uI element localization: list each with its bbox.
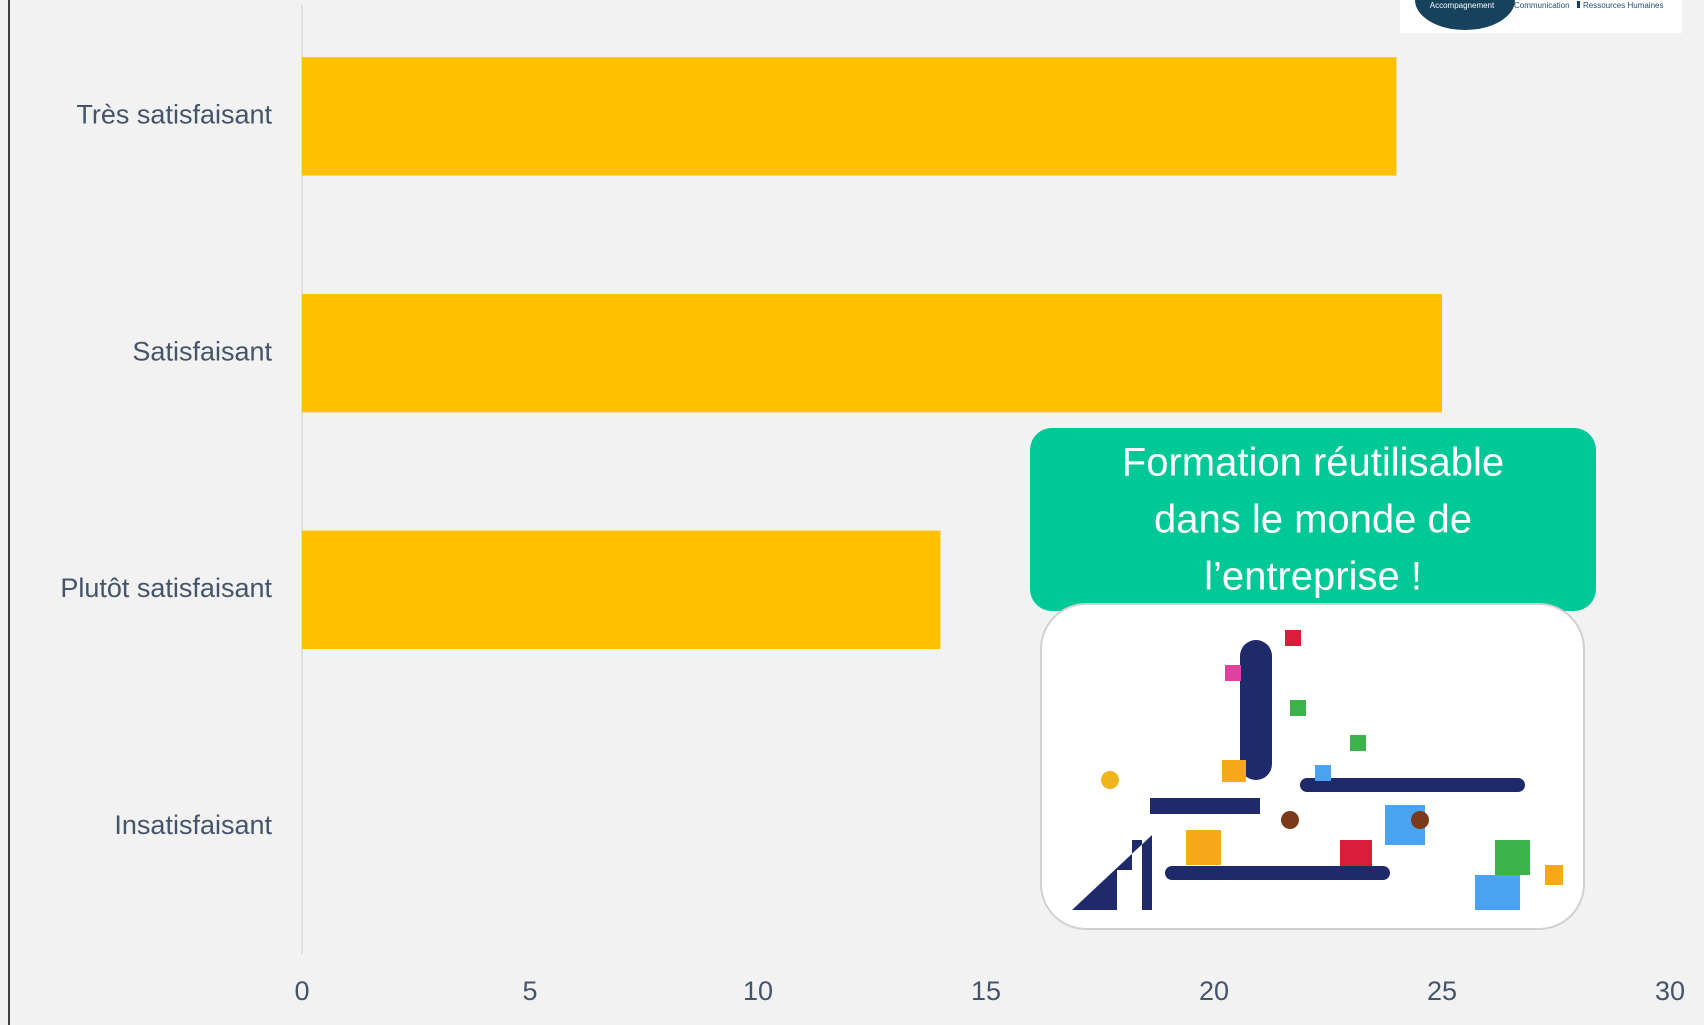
- bar: [302, 57, 1397, 176]
- callout-box: [1030, 428, 1596, 611]
- logo: Accompagnement Communication Ressources …: [1400, 0, 1682, 33]
- bar: [302, 530, 941, 650]
- y-tick-label: Satisfaisant: [132, 336, 272, 366]
- logo-text: Ressources Humaines: [1583, 1, 1663, 10]
- logo-circle: [1415, 0, 1515, 30]
- x-tick-label: 20: [1199, 976, 1229, 1006]
- logo-text: Communication: [1514, 1, 1570, 10]
- logo-separator: [1577, 1, 1580, 8]
- callout-text: dans le monde de: [1154, 498, 1472, 542]
- x-tick-label: 10: [743, 976, 773, 1006]
- callout: Formation réutilisable dans le monde de l’…: [1030, 428, 1596, 930]
- y-tick-label: Très satisfaisant: [76, 100, 272, 130]
- illustration-frame: [1040, 603, 1585, 930]
- illustration: [1072, 630, 1563, 910]
- x-tick-label: 15: [971, 976, 1001, 1006]
- callout-text: l’entreprise !: [1204, 555, 1422, 599]
- x-tick-label: 5: [522, 976, 537, 1006]
- logo-text: Accompagnement: [1430, 1, 1495, 10]
- x-tick-label: 25: [1427, 976, 1457, 1006]
- y-tick-label: Insatisfaisant: [114, 810, 272, 840]
- callout-text: Formation réutilisable: [1122, 441, 1504, 485]
- x-tick-label: 30: [1655, 976, 1685, 1006]
- y-tick-label: Plutôt satisfaisant: [60, 573, 272, 603]
- bar: [302, 293, 1442, 413]
- x-tick-label: 0: [294, 976, 309, 1006]
